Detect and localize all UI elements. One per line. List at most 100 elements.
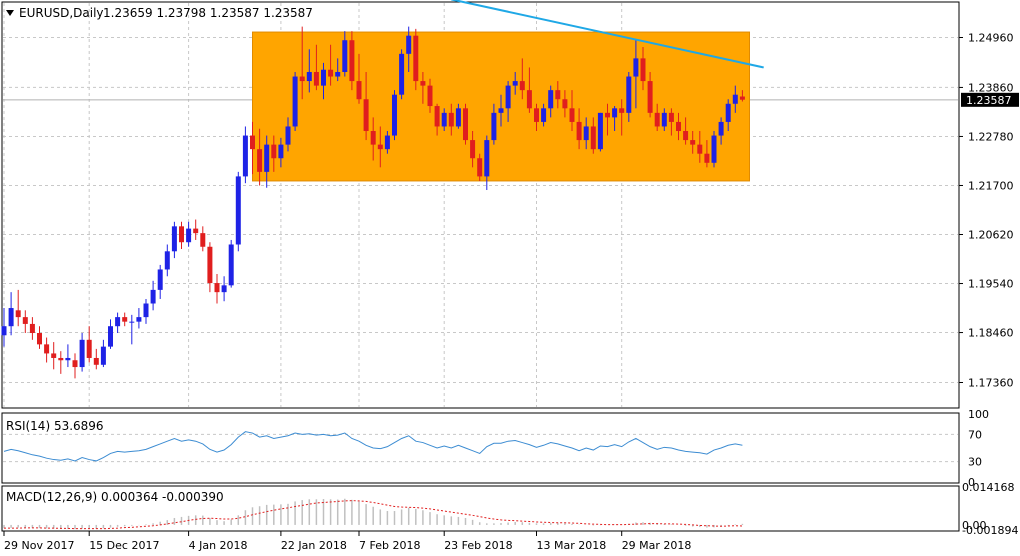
candle-body — [171, 226, 177, 252]
bearish-candle — [257, 128, 263, 186]
bullish-candle — [221, 276, 227, 302]
bearish-candle — [448, 103, 454, 136]
bearish-candle — [569, 90, 575, 132]
candle-body — [668, 112, 674, 122]
bearish-candle — [420, 71, 426, 104]
macd-histogram — [3, 498, 744, 530]
candle-body — [555, 90, 561, 100]
collapse-triangle-icon[interactable] — [6, 10, 14, 16]
bearish-candle — [697, 131, 703, 163]
candle-body — [271, 144, 277, 159]
candle-body — [306, 71, 312, 82]
bullish-candle — [136, 308, 142, 329]
symbol-label: EURUSD,Daily — [19, 6, 104, 20]
candle-body — [420, 81, 426, 86]
bullish-candle — [612, 106, 618, 132]
bullish-candle — [399, 49, 405, 100]
bearish-candle — [654, 103, 660, 132]
candle-body — [512, 81, 518, 86]
bullish-candle — [321, 62, 326, 100]
macd-pane-frame — [1, 485, 960, 532]
price-tick-label: 1.24960 — [968, 31, 1014, 44]
bearish-candle — [676, 112, 681, 141]
candle-body — [157, 269, 163, 290]
bearish-candle — [519, 58, 525, 100]
bearish-candle — [250, 121, 255, 175]
candle-body — [100, 346, 106, 365]
candle-body — [370, 131, 376, 145]
bearish-candle — [434, 103, 440, 136]
rsi-tick-label: 30 — [968, 456, 982, 469]
candle-body — [22, 317, 28, 324]
macd-pane[interactable]: 0.014168 0.00-0.001894 MACD(12,26,9) 0.00… — [1, 481, 1018, 537]
candle-body — [640, 58, 646, 82]
bearish-candle — [526, 67, 532, 113]
time-tick-label: 23 Feb 2018 — [444, 539, 512, 552]
candle-body — [93, 357, 99, 365]
trendline[interactable] — [451, 0, 764, 69]
bearish-candle — [377, 126, 383, 168]
time-tick-label: 7 Feb 2018 — [359, 539, 420, 552]
candle-body — [697, 144, 703, 154]
bullish-candle — [143, 298, 149, 324]
candle-body — [683, 131, 689, 141]
time-tick-label: 13 Mar 2018 — [537, 539, 607, 552]
bearish-candle — [470, 131, 476, 168]
candle-body — [356, 81, 362, 100]
rsi-line — [3, 431, 743, 462]
bearish-candle — [179, 221, 184, 250]
price-pane-frame — [1, 1, 960, 409]
candle-body — [235, 176, 241, 245]
candle-body — [200, 233, 206, 247]
bearish-candle — [640, 47, 646, 91]
time-axis: 29 Nov 2017 15 Dec 2017 4 Jan 2018 22 Jan 2… — [3, 531, 692, 552]
candle-body — [505, 85, 511, 109]
candle-body — [498, 108, 504, 113]
candle-body — [413, 35, 419, 82]
bearish-candle — [477, 153, 483, 181]
candle-body — [392, 94, 397, 136]
bearish-candle — [22, 310, 28, 334]
candle-body — [214, 283, 220, 293]
time-tick-label: 29 Mar 2018 — [622, 539, 692, 552]
bearish-candle — [37, 326, 42, 349]
candle-body — [612, 108, 618, 118]
bullish-candle — [306, 49, 312, 93]
candle-body — [534, 108, 539, 122]
bearish-candle — [555, 81, 561, 109]
bullish-candle — [505, 81, 511, 122]
bullish-candle — [335, 58, 341, 82]
bearish-candle — [58, 351, 64, 374]
resistance-trendline[interactable] — [451, 0, 764, 69]
bearish-candle — [271, 135, 277, 172]
candle-body — [242, 135, 248, 177]
price-pane[interactable]: 1.24960 1.23860 1.22780 1.21700 1.20620 1.195… — [1, 0, 1020, 409]
candle-body — [455, 108, 461, 127]
candle-body — [569, 108, 575, 122]
bullish-candle — [626, 71, 632, 122]
candle-body — [399, 53, 405, 95]
candles — [1, 26, 745, 379]
candle-body — [597, 112, 603, 150]
rsi-pane[interactable]: 100 70 30 0 RSI(14) 53.6896 — [1, 408, 989, 489]
candle-body — [541, 108, 547, 122]
candle-body — [228, 244, 234, 286]
rsi-series — [3, 431, 743, 462]
bullish-candle — [285, 117, 291, 152]
candle-body — [676, 121, 681, 132]
candle-body — [548, 90, 554, 109]
price-tick-label: 1.22780 — [968, 130, 1014, 143]
price-tick-label: 1.20620 — [968, 229, 1014, 242]
time-tick-label: 4 Jan 2018 — [189, 539, 248, 552]
macd-axis: 0.014168 0.00-0.001894 — [962, 481, 1018, 537]
bearish-candle — [313, 44, 319, 91]
bullish-candle — [8, 292, 14, 336]
candle-body — [285, 126, 291, 145]
candle-body — [136, 317, 142, 322]
candle-body — [221, 285, 227, 293]
bearish-candle — [647, 71, 653, 118]
bullish-candle — [157, 264, 163, 299]
bullish-candle — [1, 308, 7, 347]
candle-body — [477, 158, 483, 177]
